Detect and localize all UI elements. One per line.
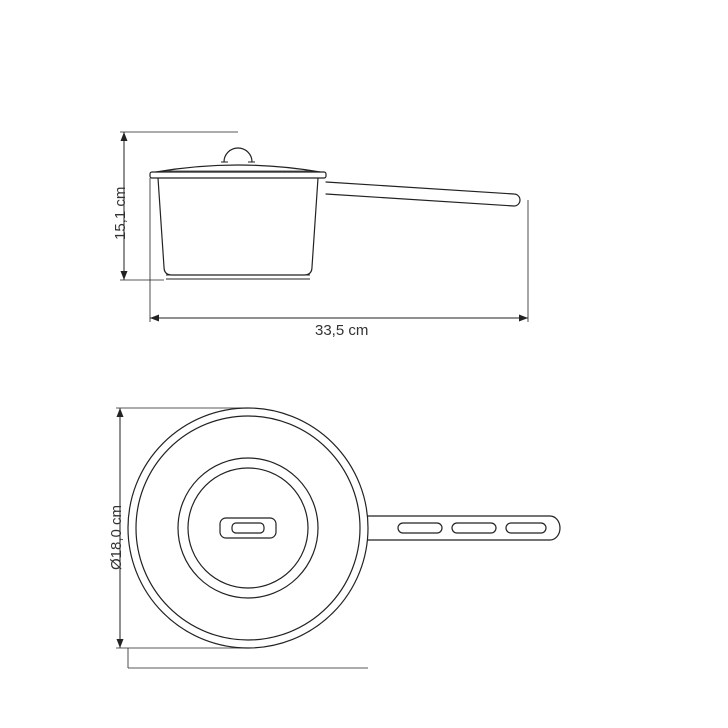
side-width-label: 33,5 cm [315, 322, 368, 339]
technical-drawing-svg [0, 0, 728, 728]
drawing-canvas: 15,1 cm 33,5 cm Ø18,0 cm [0, 0, 728, 728]
top-diameter-label: Ø18,0 cm [108, 505, 125, 570]
side-height-label: 15,1 cm [112, 187, 129, 240]
